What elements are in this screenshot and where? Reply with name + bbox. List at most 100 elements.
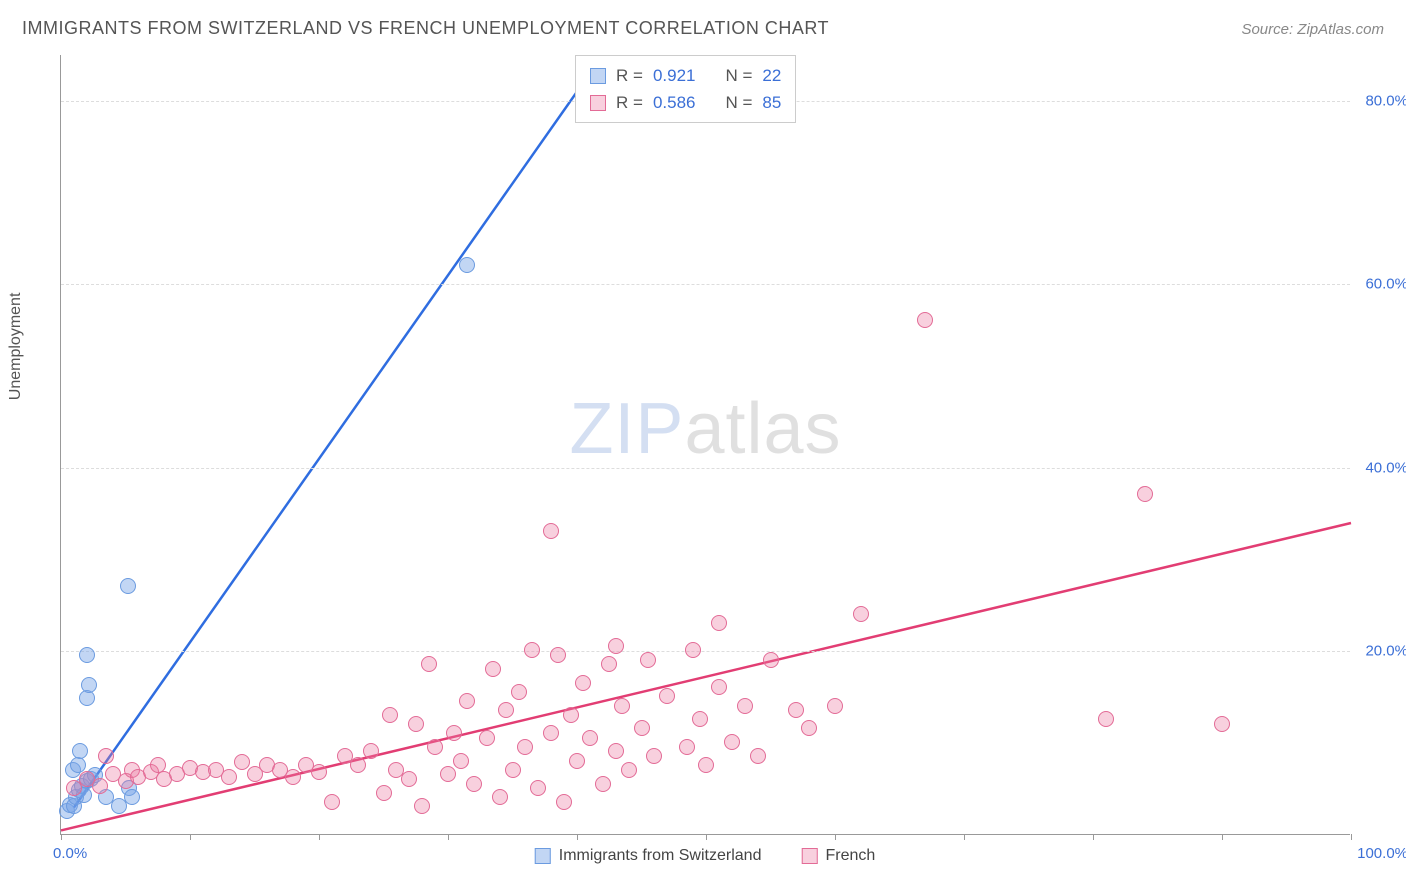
bottom-legend: Immigrants from Switzerland French	[535, 847, 876, 865]
data-point	[575, 675, 591, 691]
data-point	[788, 702, 804, 718]
x-tick	[706, 834, 707, 840]
data-point	[376, 785, 392, 801]
data-point	[737, 698, 753, 714]
data-point	[679, 739, 695, 755]
data-point	[414, 798, 430, 814]
y-tick-label: 60.0%	[1365, 276, 1406, 293]
data-point	[421, 656, 437, 672]
data-point	[608, 638, 624, 654]
data-point	[1214, 716, 1230, 732]
legend-swatch	[535, 848, 551, 864]
data-point	[124, 789, 140, 805]
y-axis-label: Unemployment	[7, 293, 25, 401]
data-point	[659, 688, 675, 704]
data-point	[408, 716, 424, 732]
y-tick-label: 80.0%	[1365, 92, 1406, 109]
data-point	[453, 753, 469, 769]
legend-swatch	[590, 95, 606, 111]
data-point	[569, 753, 585, 769]
x-max-label: 100.0%	[1357, 845, 1406, 862]
data-point	[750, 748, 766, 764]
data-point	[530, 780, 546, 796]
data-point	[640, 652, 656, 668]
legend-row: R =0.586N =85	[590, 89, 781, 116]
data-point	[614, 698, 630, 714]
data-point	[427, 739, 443, 755]
data-point	[401, 771, 417, 787]
data-point	[485, 661, 501, 677]
stat-r-value: 0.921	[653, 62, 696, 89]
data-point	[511, 684, 527, 700]
data-point	[621, 762, 637, 778]
y-tick-label: 20.0%	[1365, 643, 1406, 660]
x-tick	[577, 834, 578, 840]
data-point	[724, 734, 740, 750]
data-point	[634, 720, 650, 736]
data-point	[81, 677, 97, 693]
data-point	[550, 647, 566, 663]
stat-n-label: N =	[725, 62, 752, 89]
data-point	[685, 642, 701, 658]
legend-swatch	[801, 848, 817, 864]
grid-line	[61, 284, 1350, 285]
data-point	[440, 766, 456, 782]
data-point	[801, 720, 817, 736]
data-point	[221, 769, 237, 785]
data-point	[459, 693, 475, 709]
data-point	[517, 739, 533, 755]
bottom-legend-item: Immigrants from Switzerland	[535, 847, 762, 865]
data-point	[543, 523, 559, 539]
data-point	[1098, 711, 1114, 727]
data-point	[711, 679, 727, 695]
chart-title: IMMIGRANTS FROM SWITZERLAND VS FRENCH UN…	[22, 18, 829, 39]
data-point	[98, 748, 114, 764]
data-point	[853, 606, 869, 622]
data-point	[601, 656, 617, 672]
data-point	[79, 647, 95, 663]
data-point	[711, 615, 727, 631]
trend-line	[61, 523, 1351, 830]
data-point	[92, 778, 108, 794]
data-point	[563, 707, 579, 723]
data-point	[595, 776, 611, 792]
stat-r-value: 0.586	[653, 89, 696, 116]
legend-label: French	[825, 847, 875, 865]
data-point	[1137, 486, 1153, 502]
x-tick	[190, 834, 191, 840]
chart-header: IMMIGRANTS FROM SWITZERLAND VS FRENCH UN…	[22, 18, 1384, 39]
data-point	[692, 711, 708, 727]
bottom-legend-item: French	[801, 847, 875, 865]
plot-region: ZIPatlas 20.0%40.0%60.0%80.0%0.0%100.0%	[60, 55, 1350, 835]
data-point	[505, 762, 521, 778]
chart-area: ZIPatlas 20.0%40.0%60.0%80.0%0.0%100.0% …	[60, 55, 1350, 835]
x-tick	[1351, 834, 1352, 840]
data-point	[498, 702, 514, 718]
data-point	[446, 725, 462, 741]
data-point	[917, 312, 933, 328]
data-point	[350, 757, 366, 773]
data-point	[608, 743, 624, 759]
stat-n-value: 22	[762, 62, 781, 89]
y-tick-label: 40.0%	[1365, 459, 1406, 476]
grid-line	[61, 468, 1350, 469]
x-tick	[1093, 834, 1094, 840]
data-point	[324, 794, 340, 810]
x-min-label: 0.0%	[53, 845, 87, 862]
data-point	[382, 707, 398, 723]
stat-n-label: N =	[725, 89, 752, 116]
data-point	[543, 725, 559, 741]
data-point	[285, 769, 301, 785]
stat-n-value: 85	[762, 89, 781, 116]
data-point	[763, 652, 779, 668]
data-point	[466, 776, 482, 792]
data-point	[827, 698, 843, 714]
legend-row: R =0.921N =22	[590, 62, 781, 89]
x-tick	[1222, 834, 1223, 840]
x-tick	[964, 834, 965, 840]
data-point	[72, 743, 88, 759]
data-point	[459, 257, 475, 273]
data-point	[582, 730, 598, 746]
grid-line	[61, 651, 1350, 652]
data-point	[311, 764, 327, 780]
